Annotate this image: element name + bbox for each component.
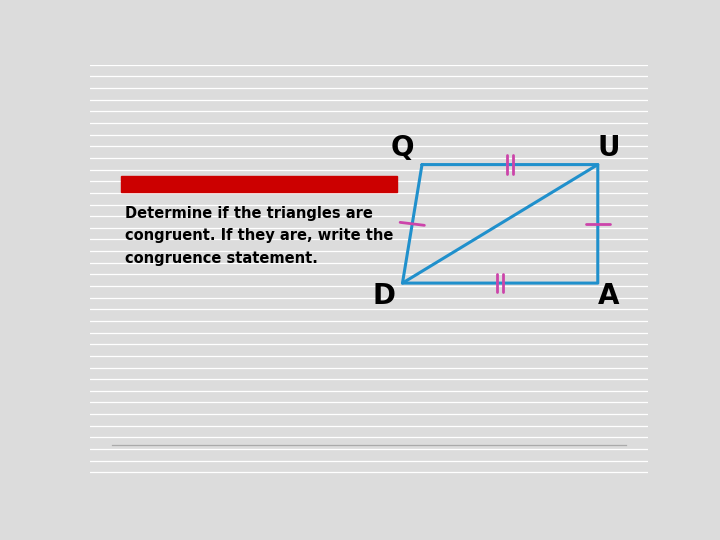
- Text: A: A: [598, 281, 620, 309]
- Text: U: U: [598, 134, 620, 162]
- Text: Determine if the triangles are
congruent. If they are, write the
congruence stat: Determine if the triangles are congruent…: [125, 206, 393, 266]
- Text: D: D: [372, 281, 395, 309]
- Text: Q: Q: [391, 134, 414, 162]
- Bar: [121, 176, 397, 192]
